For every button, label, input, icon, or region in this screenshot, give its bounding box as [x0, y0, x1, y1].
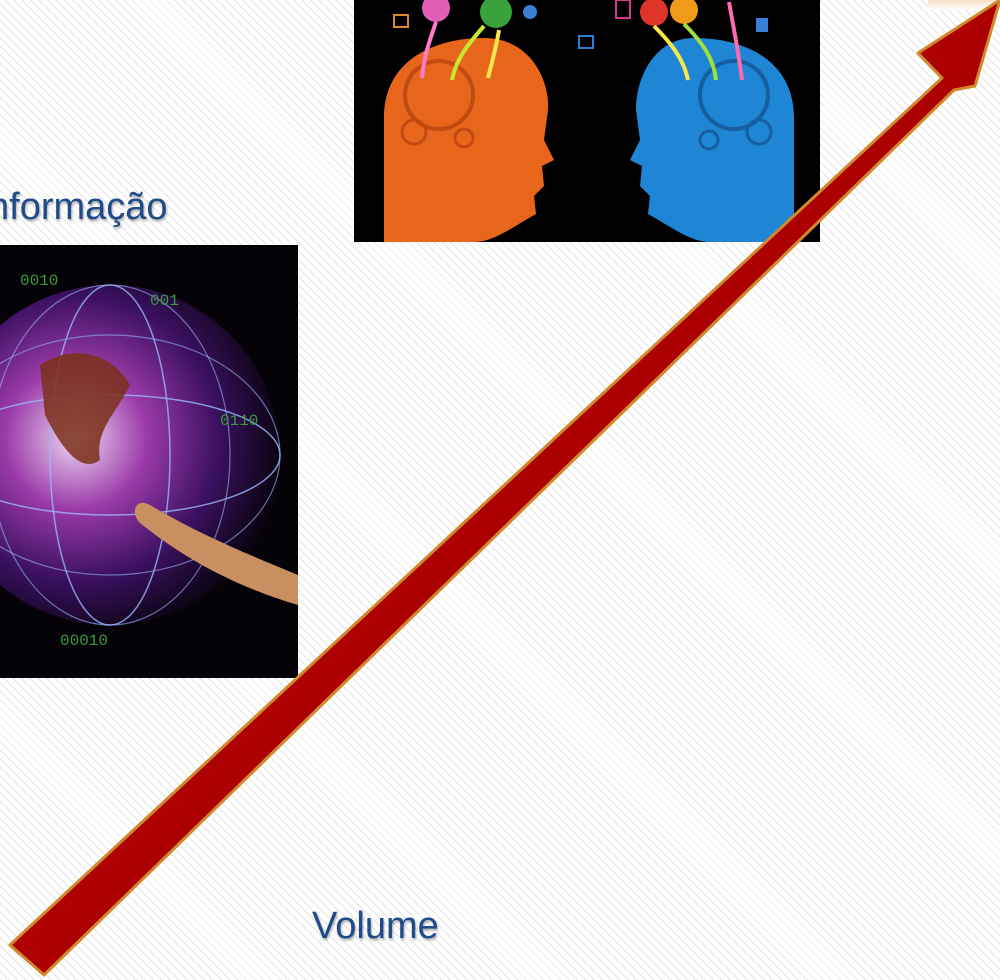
heads-image [354, 0, 820, 242]
slide-corner-fragment [928, 0, 1000, 10]
information-label: nformação [0, 186, 168, 228]
svg-text:0010: 0010 [20, 272, 58, 290]
volume-label: Volume [312, 905, 439, 947]
svg-text:00010: 00010 [60, 632, 108, 650]
svg-text:001: 001 [150, 292, 179, 310]
globe-image: 0010 001 0110 00010 [0, 245, 298, 678]
svg-text:0110: 0110 [220, 412, 258, 430]
